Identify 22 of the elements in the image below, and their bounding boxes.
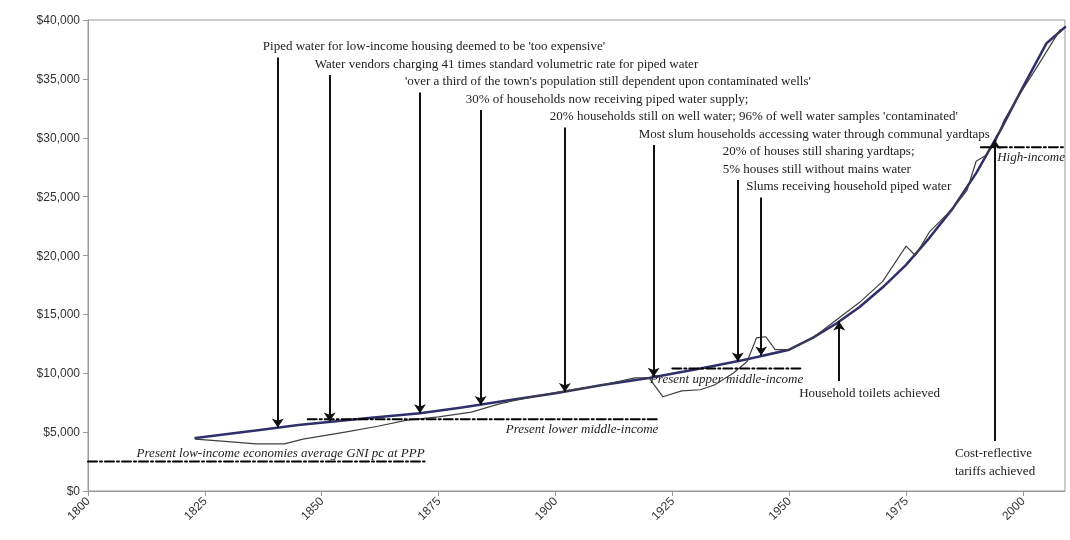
annotation: Cost-reflective tariffs achieved — [954, 445, 1036, 478]
y-tick-label: $5,000 — [43, 425, 81, 440]
series-label: Present lower middle-income — [504, 421, 659, 437]
series-label: Present low-income economies average GNI pc at PPP — [135, 444, 425, 460]
annotation: Most slum households accessing water through communal yardtaps — [638, 125, 990, 141]
annotation: 'over a third of the town's population still dependent upon contaminated wells' — [404, 73, 811, 89]
y-tick-label: $40,000 — [36, 13, 81, 27]
annotation: Household toilets achieved — [799, 385, 941, 401]
y-tick-label: $30,000 — [36, 130, 81, 145]
annotation: Water vendors charging 41 times standard volumetric rate for piped water — [314, 55, 699, 71]
series-label: High-income — [996, 149, 1066, 165]
y-tick-label: $25,000 — [36, 189, 81, 204]
annotation: 20% households still on well water; 96% of well water samples 'contaminated' — [549, 108, 958, 124]
annotation: 30% of households now receiving piped water supply; — [465, 90, 749, 106]
annotation: 20% of houses still sharing yardtaps; 5% houses still without mains water — [722, 143, 915, 176]
y-tick-label: $20,000 — [36, 248, 81, 263]
y-tick-label: $15,000 — [36, 307, 81, 322]
annotation: Piped water for low-income housing deemed to be 'too expensive' — [262, 38, 606, 54]
annotation: Slums receiving household piped water — [746, 178, 952, 194]
y-tick-label: $0 — [66, 484, 81, 498]
y-tick-label: $10,000 — [36, 366, 81, 381]
y-tick-label: $35,000 — [36, 71, 81, 86]
